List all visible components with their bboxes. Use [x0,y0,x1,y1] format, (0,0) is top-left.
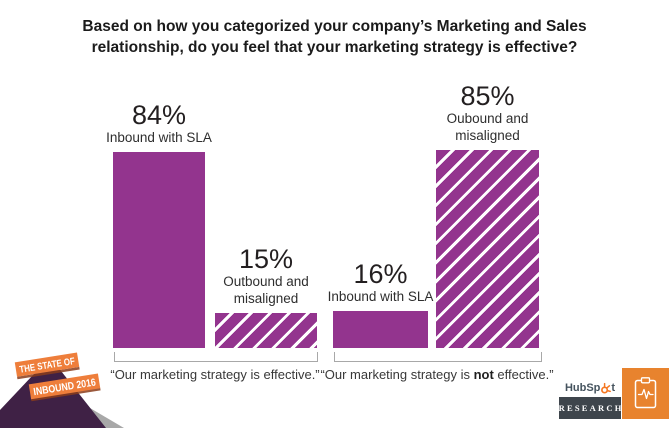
badge-banner-bottom: INBOUND 2016 [28,373,101,402]
axis-label-effective: “Our marketing strategy is effective.” [110,367,320,382]
inbound-badge-graphic: THE STATE OF INBOUND 2016 [0,352,124,428]
bar-series-label: Inbound with SLA [106,130,212,145]
group-bracket-effective [114,352,318,362]
bar-group-effective-outbound: 15% Outbound and misaligned [210,245,322,348]
chart-title-line2: relationship, do you feel that your mark… [91,39,578,56]
hubspot-logo: HubSp t [564,382,616,394]
clipboard-pulse-icon [634,377,657,409]
state-of-inbound-logo: THE STATE OF INBOUND 2016 [0,350,170,433]
bar-value-label: 15% [238,244,294,274]
bar-value-label: 85% [460,81,515,111]
sprocket-icon [601,382,612,394]
hubspot-research-branding: HubSp t RESEARCH [559,368,669,433]
bar-group-noteffective-outbound: 85% Oubound and misaligned [431,82,544,348]
bar-group-noteffective-inbound: 16% Inbound with SLA [323,260,438,348]
research-badge: RESEARCH [559,397,621,419]
bar-value-label: 84% [131,100,187,130]
axis-label-not-effective: “Our marketing strategy is not effective… [320,367,554,382]
chart-title: Based on how you categorized your compan… [0,16,669,58]
research-tile [622,368,669,419]
bar-solid-84 [113,152,205,348]
badge-banner-top: THE STATE OF [14,352,80,380]
bar-solid-16 [333,311,428,348]
bar-series-label: Inbound with SLA [327,289,434,304]
bar-group-effective-inbound: 84% Inbound with SLA [103,101,215,348]
chart-title-line1: Based on how you categorized your compan… [82,18,587,35]
group-bracket-not-effective [334,352,542,362]
bar-hatched-15 [215,313,317,348]
bar-series-label: Outbound and misaligned [223,274,309,306]
bar-series-label: Oubound and misaligned [446,111,529,143]
bar-hatched-85 [436,150,539,348]
bar-value-label: 16% [353,259,408,289]
